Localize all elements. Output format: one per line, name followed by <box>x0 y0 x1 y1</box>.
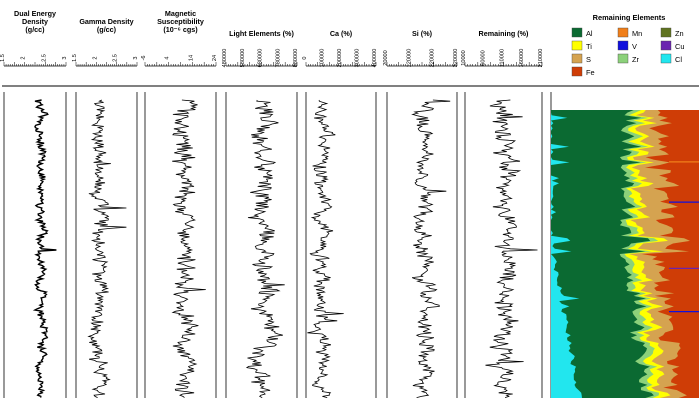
tick-label-3: 14 <box>188 55 194 61</box>
tick-label-5: 100000 <box>320 49 326 68</box>
stack-layer-Cl <box>551 110 582 398</box>
tick-label-7: 60000 <box>480 50 486 66</box>
legend-label-Mn: Mn <box>632 29 642 38</box>
tick-label-7: 110000 <box>500 49 506 67</box>
tick-label-7: 210000 <box>538 49 544 68</box>
legend-label-Zn: Zn <box>675 29 684 38</box>
legend-label-Zr: Zr <box>632 55 640 64</box>
tick-label-4: 680000 <box>258 49 264 68</box>
tick-label-4: 580000 <box>240 49 246 68</box>
legend-title: Remaining Elements <box>593 13 666 22</box>
legend-label-Cu: Cu <box>675 42 684 51</box>
tick-label-6: 320000 <box>453 49 459 68</box>
track-title-3: Magnetic <box>165 9 196 18</box>
tick-label-3: -6 <box>141 56 147 61</box>
legend-label-Cl: Cl <box>675 55 682 64</box>
track-panels <box>3 92 543 398</box>
tick-label-2: 1.5 <box>72 54 78 62</box>
series-line-1 <box>32 99 57 398</box>
track-title-3: (10⁻⁶ cgs) <box>163 25 198 34</box>
legend-label-Ti: Ti <box>586 42 592 51</box>
legend-swatch-S <box>571 53 583 64</box>
tick-label-7: 160000 <box>519 49 525 68</box>
legend-label-S: S <box>586 55 591 64</box>
tick-label-6: 120000 <box>406 49 412 68</box>
series-line-2 <box>87 99 127 398</box>
series-line-7 <box>485 99 538 398</box>
legend-swatch-Al <box>571 27 583 38</box>
tick-label-5: 0 <box>302 56 308 59</box>
legend-label-Al: Al <box>586 29 593 38</box>
track-title-1: (g/cc) <box>25 25 45 34</box>
track-title-4: Light Elements (%) <box>229 29 294 38</box>
track-title-1: Dual Energy <box>14 9 56 18</box>
track-title-5: Ca (%) <box>330 29 353 38</box>
tick-label-1: 1.5 <box>0 54 6 62</box>
series-line-6 <box>411 99 451 398</box>
tick-label-5: 400000 <box>372 49 378 68</box>
legend-label-V: V <box>632 42 637 51</box>
tick-label-2: 2 <box>92 56 98 59</box>
track-title-6: Si (%) <box>412 29 433 38</box>
legend-swatch-Cu <box>660 40 672 51</box>
tick-label-1: 3 <box>62 56 68 59</box>
tick-label-4: 780000 <box>275 49 281 68</box>
tick-label-6: 220000 <box>430 49 436 68</box>
series-line-4 <box>245 99 285 398</box>
tick-label-1: 2.5 <box>41 54 47 62</box>
tick-label-3: 4 <box>165 56 171 59</box>
track-title-7: Remaining (%) <box>479 29 530 38</box>
legend-swatch-Zr <box>617 53 629 64</box>
tick-label-2: 2.5 <box>113 54 119 62</box>
legend-label-Fe: Fe <box>586 68 595 77</box>
tick-label-5: 300000 <box>355 49 361 68</box>
track-title-1: Density <box>22 17 48 26</box>
legend-swatch-Zn <box>660 27 672 38</box>
legend-swatch-Mn <box>617 27 629 38</box>
legend-swatch-Fe <box>571 66 583 77</box>
series-line-3 <box>171 99 206 398</box>
tick-label-2: 3 <box>133 56 139 59</box>
tick-label-4: 880000 <box>293 49 299 68</box>
legend-swatch-Cl <box>660 53 672 64</box>
stack-layer-Al <box>551 110 654 398</box>
tick-label-5: 200000 <box>337 49 343 68</box>
stacked-element-panel <box>550 92 699 398</box>
tick-label-3: 24 <box>212 55 218 61</box>
track-title-2: Gamma Density <box>79 17 133 26</box>
tick-label-1: 2 <box>21 56 27 59</box>
tick-label-4: 480000 <box>222 49 228 68</box>
track-title-2: (g/cc) <box>97 25 117 34</box>
legend-swatch-V <box>617 40 629 51</box>
tick-label-7: 10000 <box>461 50 467 66</box>
legend-swatch-Ti <box>571 40 583 51</box>
series-line-5 <box>307 99 344 398</box>
tick-label-6: 20000 <box>383 50 389 66</box>
track-title-3: Susceptibility <box>157 17 204 26</box>
